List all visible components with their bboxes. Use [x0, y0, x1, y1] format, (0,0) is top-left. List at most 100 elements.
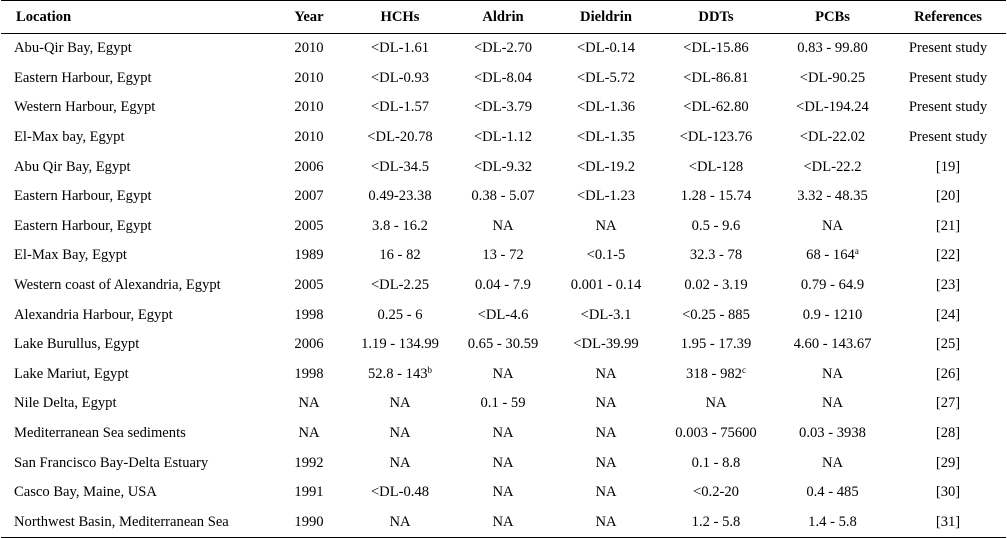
- cell-ddts-text: NA: [705, 395, 727, 412]
- cell-year: 1991: [269, 478, 349, 508]
- cell-hchs-text: 0.25 - 6: [377, 306, 423, 323]
- cell-year-text: 1992: [294, 454, 324, 471]
- footnote-marker: a: [854, 246, 859, 257]
- cell-aldrin-text: 0.38 - 5.07: [471, 188, 535, 205]
- cell-ddts-text: 1.95 - 17.39: [680, 336, 752, 353]
- cell-location: Northwest Basin, Mediterranean Sea: [1, 507, 269, 538]
- cell-pcbs: 68 - 164a: [775, 241, 890, 271]
- cell-pcbs: 3.32 - 48.35: [775, 182, 890, 212]
- cell-location: Eastern Harbour, Egypt: [1, 64, 269, 94]
- cell-location: Mediterranean Sea sediments: [1, 419, 269, 449]
- cell-hchs-text: <DL-1.61: [370, 40, 430, 57]
- cell-pcbs: NA: [775, 212, 890, 242]
- cell-pcbs: <DL-22.2: [775, 152, 890, 182]
- header-aldrin: Aldrin: [451, 0, 555, 34]
- cell-ddts-text: 318 - 982: [686, 365, 742, 382]
- cell-year: 2005: [269, 271, 349, 301]
- cell-location-text: El-Max Bay, Egypt: [14, 247, 127, 264]
- cell-year-text: 2005: [294, 217, 324, 234]
- cell-dieldrin-text: NA: [595, 395, 617, 412]
- table-row: Casco Bay, Maine, USA 1991 <DL-0.48 NA NA <0.…: [1, 478, 1006, 508]
- cell-ddts-text: 32.3 - 78: [689, 247, 743, 264]
- cell-references-text: [19]: [935, 158, 961, 175]
- cell-year-text: 2005: [294, 277, 324, 294]
- cell-ddts-text: <DL-86.81: [683, 69, 749, 86]
- cell-hchs-text: 52.8 - 143: [367, 365, 428, 382]
- cell-year: NA: [269, 389, 349, 419]
- cell-location-text: Northwest Basin, Mediterranean Sea: [14, 513, 229, 530]
- cell-year-text: 1990: [294, 513, 324, 530]
- cell-references-text: [31]: [935, 513, 961, 530]
- footnote-marker: b: [427, 364, 433, 375]
- cell-dieldrin: <DL-1.36: [555, 93, 657, 123]
- cell-dieldrin-text: <DL-1.36: [576, 99, 636, 116]
- cell-ddts: 32.3 - 78: [657, 241, 775, 271]
- cell-aldrin-text: NA: [492, 454, 514, 471]
- cell-references-text: [25]: [935, 336, 961, 353]
- cell-ddts-text: 0.1 - 8.8: [691, 454, 741, 471]
- cell-references: [20]: [890, 182, 1006, 212]
- cell-hchs-text: 1.19 - 134.99: [361, 336, 439, 353]
- cell-pcbs-text: 0.03 - 3938: [799, 425, 866, 442]
- table-row: Mediterranean Sea sediments NA NA NA NA 0.003…: [1, 419, 1006, 449]
- cell-aldrin: NA: [451, 478, 555, 508]
- cell-aldrin: NA: [451, 419, 555, 449]
- cell-year-text: 1998: [294, 306, 324, 323]
- cell-location-text: Eastern Harbour, Egypt: [14, 217, 152, 234]
- cell-ddts: <0.25 - 885: [657, 300, 775, 330]
- cell-references: [25]: [890, 330, 1006, 360]
- table-row: Eastern Harbour, Egypt 2005 3.8 - 16.2 NA NA…: [1, 212, 1006, 242]
- table-row: Lake Mariut, Egypt 1998 52.8 - 143b NA NA 318…: [1, 360, 1006, 390]
- cell-ddts: 1.28 - 15.74: [657, 182, 775, 212]
- cell-aldrin: 0.04 - 7.9: [451, 271, 555, 301]
- cell-location-text: Nile Delta, Egypt: [14, 395, 117, 412]
- cell-year-text: 2010: [294, 99, 324, 116]
- cell-ddts-text: <0.25 - 885: [682, 306, 750, 323]
- cell-ddts: NA: [657, 389, 775, 419]
- cell-references: [19]: [890, 152, 1006, 182]
- cell-dieldrin: <DL-39.99: [555, 330, 657, 360]
- cell-hchs-text: <DL-34.5: [370, 158, 430, 175]
- table-row: Abu Qir Bay, Egypt 2006 <DL-34.5 <DL-9.32 <D…: [1, 152, 1006, 182]
- cell-location: Eastern Harbour, Egypt: [1, 212, 269, 242]
- cell-aldrin-text: 0.1 - 59: [480, 395, 526, 412]
- cell-location-text: Lake Mariut, Egypt: [14, 365, 129, 382]
- cell-dieldrin: NA: [555, 448, 657, 478]
- cell-dieldrin-text: 0.001 - 0.14: [570, 277, 642, 294]
- cell-pcbs-text: 1.4 - 5.8: [808, 513, 857, 530]
- header-references: References: [890, 0, 1006, 34]
- cell-hchs-text: NA: [389, 513, 411, 530]
- cell-hchs-text: 0.49-23.38: [368, 188, 432, 205]
- cell-pcbs: 0.03 - 3938: [775, 419, 890, 449]
- cell-aldrin: <DL-9.32: [451, 152, 555, 182]
- cell-location-text: Lake Burullus, Egypt: [14, 336, 140, 353]
- cell-year-text: NA: [298, 425, 320, 442]
- cell-pcbs-text: 4.60 - 143.67: [793, 336, 872, 353]
- cell-references-text: Present study: [908, 40, 988, 57]
- cell-dieldrin-text: <DL-19.2: [576, 158, 636, 175]
- cell-hchs-text: <DL-0.48: [370, 484, 430, 501]
- cell-references: Present study: [890, 93, 1006, 123]
- cell-year: 1989: [269, 241, 349, 271]
- table-row: Nile Delta, Egypt NA NA 0.1 - 59 NA NA NA [27]: [1, 389, 1006, 419]
- cell-location-text: El-Max bay, Egypt: [14, 129, 125, 146]
- cell-hchs-text: NA: [389, 425, 411, 442]
- header-ddts: DDTs: [657, 0, 775, 34]
- cell-ddts-text: 0.003 - 75600: [675, 425, 757, 442]
- cell-year: 2010: [269, 64, 349, 94]
- header-dieldrin: Dieldrin: [555, 0, 657, 34]
- cell-pcbs-text: 0.83 - 99.80: [797, 40, 868, 57]
- header-pcbs: PCBs: [775, 0, 890, 34]
- cell-aldrin: 13 - 72: [451, 241, 555, 271]
- header-year: Year: [269, 0, 349, 34]
- cell-ddts: <DL-123.76: [657, 123, 775, 153]
- cell-references: [26]: [890, 360, 1006, 390]
- cell-aldrin-text: <DL-1.12: [473, 129, 533, 146]
- cell-dieldrin-text: <DL-1.23: [576, 188, 636, 205]
- cell-hchs-text: NA: [389, 395, 411, 412]
- cell-hchs: 0.25 - 6: [349, 300, 451, 330]
- cell-pcbs: <DL-194.24: [775, 93, 890, 123]
- cell-location: San Francisco Bay-Delta Estuary: [1, 448, 269, 478]
- cell-aldrin-text: <DL-2.70: [473, 40, 533, 57]
